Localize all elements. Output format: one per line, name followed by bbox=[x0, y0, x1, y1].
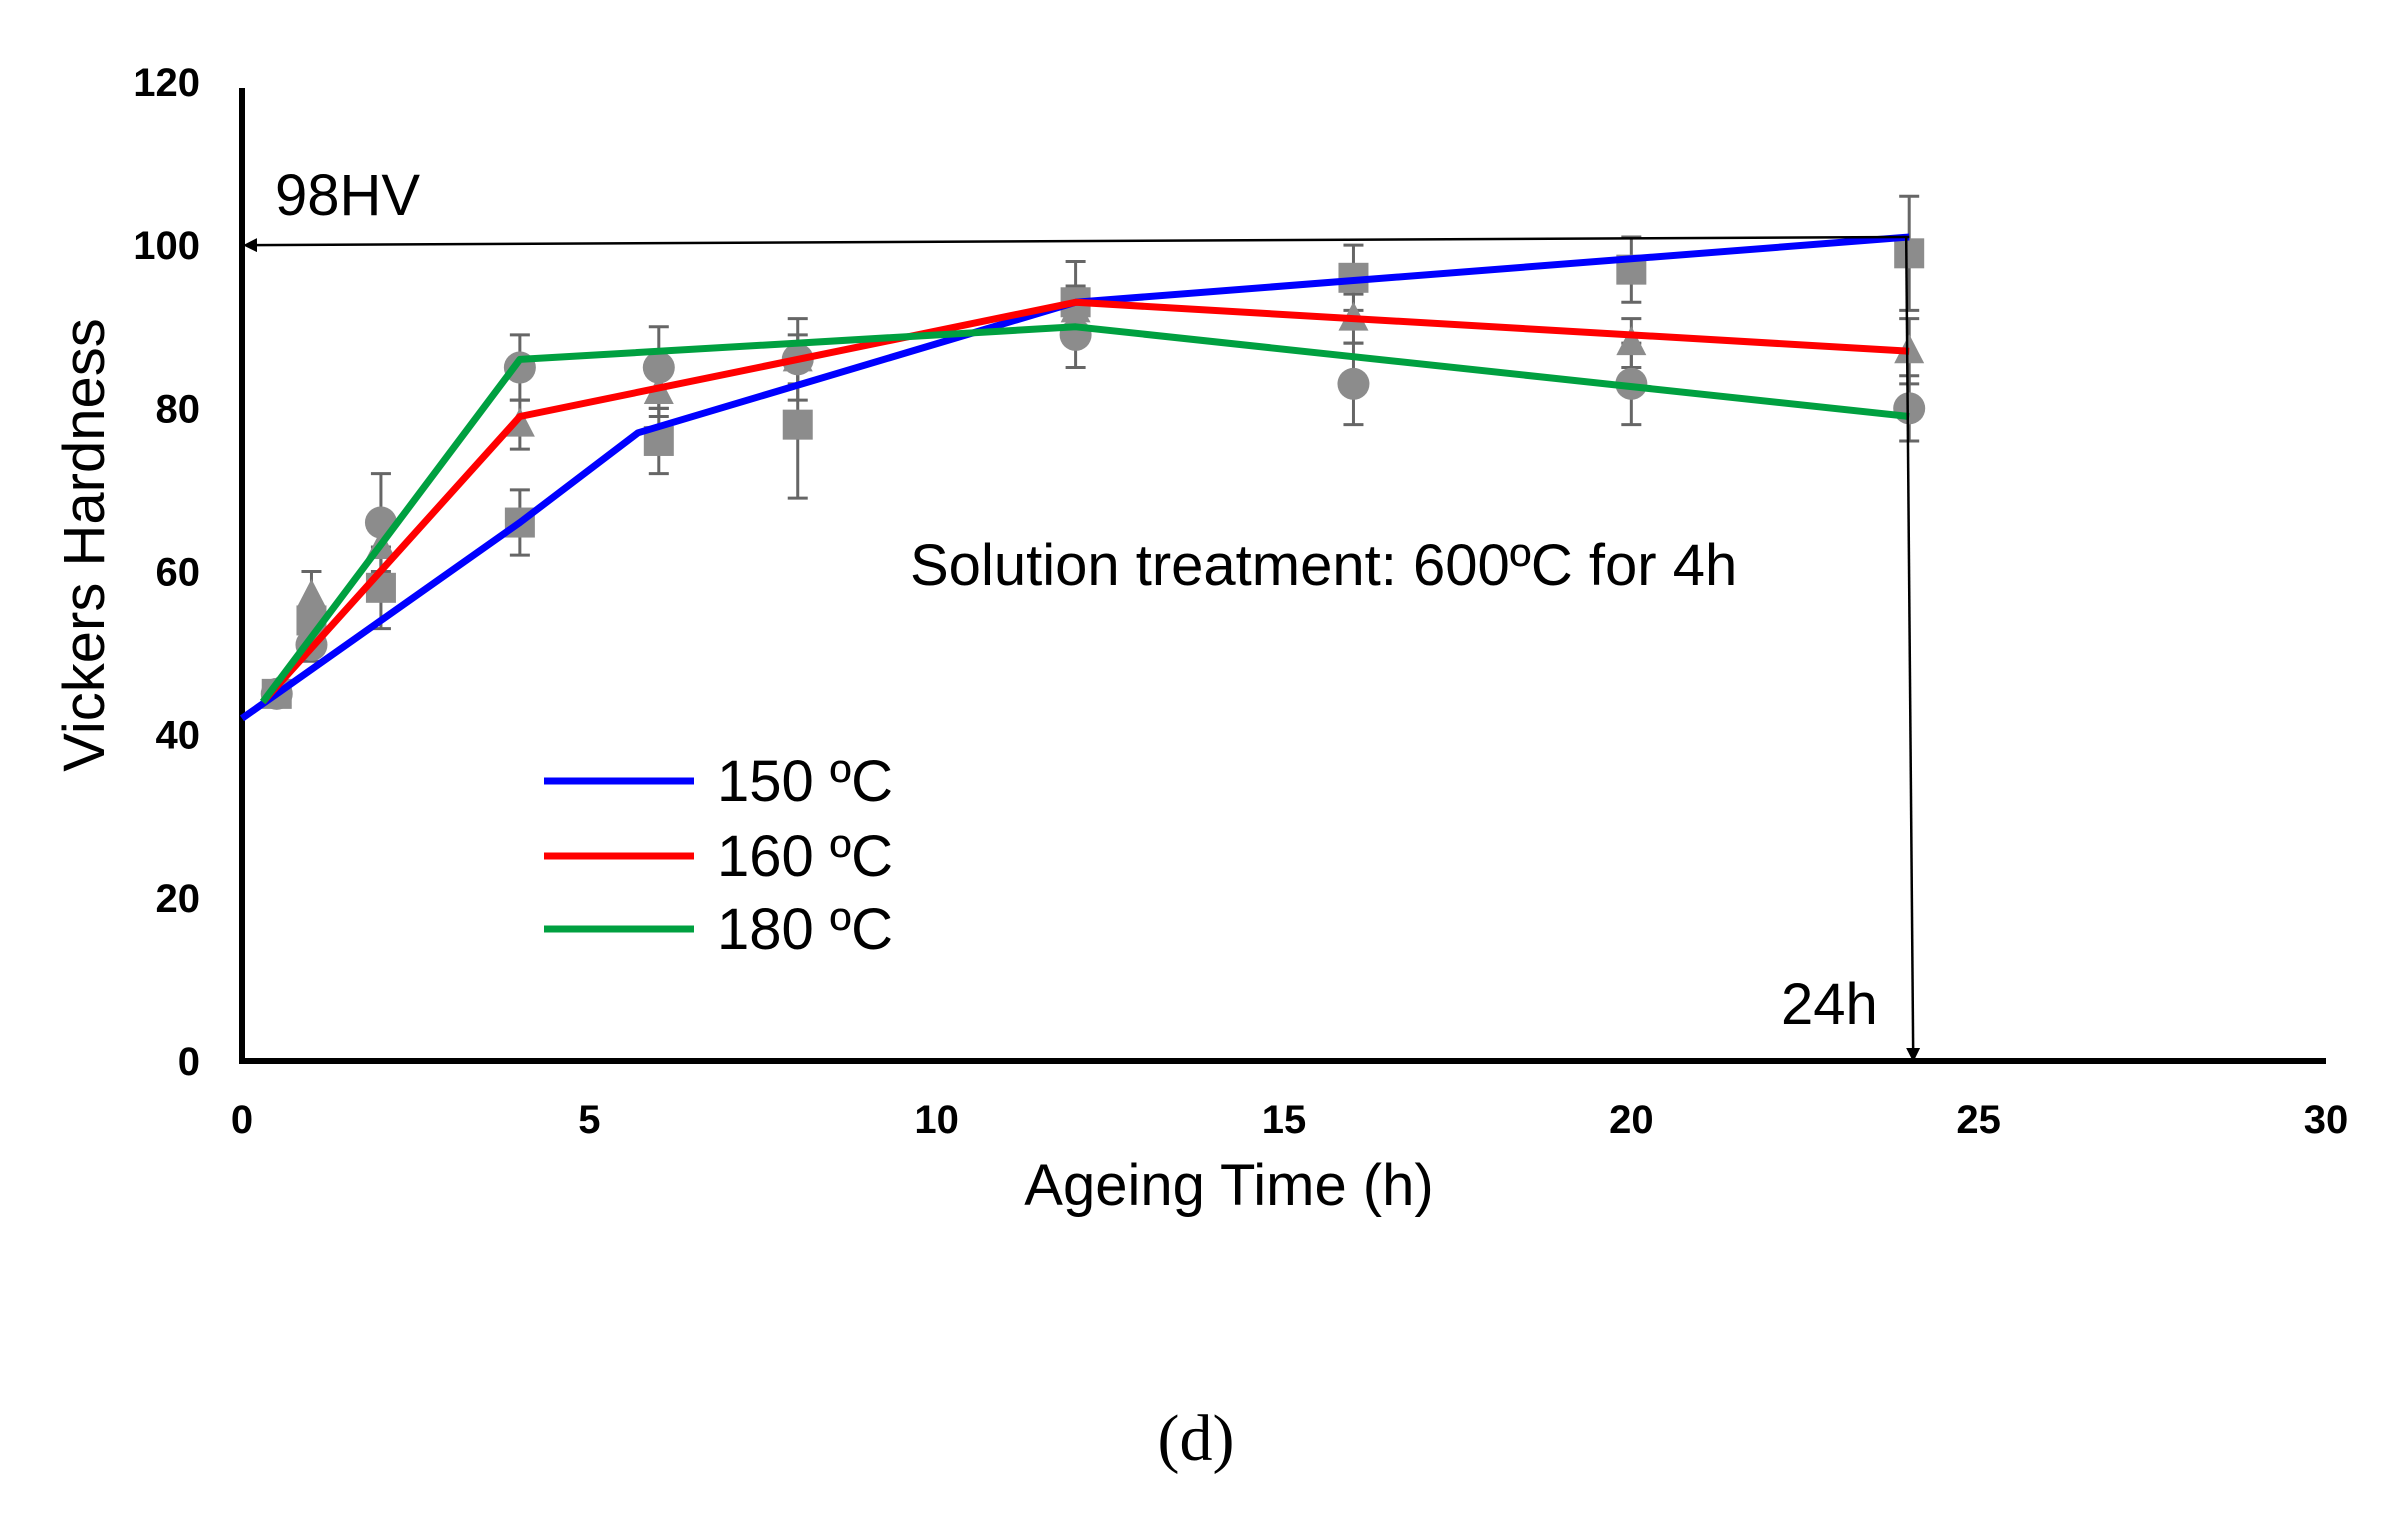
square-marker bbox=[782, 409, 813, 440]
x-tick-label: 10 bbox=[914, 1098, 959, 1142]
y-tick-label: 20 bbox=[156, 877, 201, 921]
y-tick-label: 0 bbox=[178, 1040, 200, 1084]
panel-label: (d) bbox=[1158, 1402, 1235, 1475]
y-tick-label: 80 bbox=[156, 387, 201, 431]
circle-marker bbox=[1893, 392, 1926, 425]
ref-line-label: 98HV bbox=[275, 163, 420, 228]
legend-label-150: 150 ºC bbox=[717, 749, 893, 814]
y-tick-label: 40 bbox=[156, 714, 201, 758]
legend-label-180: 180 ºC bbox=[717, 897, 893, 962]
ref-arrow-line bbox=[243, 235, 1910, 253]
y-tick-labels: 0 20 40 60 80 100 120 bbox=[133, 61, 200, 1084]
data-markers bbox=[260, 238, 1926, 710]
legend: 150 ºC 160 ºC 180 ºC bbox=[544, 749, 893, 962]
x-tick-label: 15 bbox=[1262, 1098, 1307, 1142]
square-marker bbox=[1894, 238, 1925, 269]
time-arrow-line bbox=[1904, 236, 1921, 1062]
legend-label-160: 160 ºC bbox=[717, 824, 893, 889]
triangle-marker bbox=[296, 578, 327, 608]
y-tick-label: 100 bbox=[133, 224, 200, 268]
x-tick-label: 30 bbox=[2304, 1098, 2349, 1142]
x-axis-title: Ageing Time (h) bbox=[1024, 1153, 1433, 1218]
error-bars bbox=[266, 194, 1920, 704]
x-tick-label: 0 bbox=[231, 1098, 253, 1142]
series-lines bbox=[239, 233, 1910, 722]
y-axis-title: Vickers Hardness bbox=[52, 318, 117, 771]
solution-treatment-note: Solution treatment: 600ºC for 4h bbox=[910, 533, 1737, 598]
y-tick-label: 120 bbox=[133, 61, 200, 105]
circle-marker bbox=[1337, 367, 1370, 400]
y-tick-label: 60 bbox=[156, 551, 201, 595]
triangle-marker bbox=[1060, 293, 1091, 323]
x-tick-label: 20 bbox=[1609, 1098, 1654, 1142]
x-tick-label: 5 bbox=[578, 1098, 600, 1142]
annotation-arrows bbox=[243, 235, 1921, 1062]
series-line-0 bbox=[239, 233, 1910, 722]
circle-marker bbox=[642, 351, 675, 384]
series-line-2 bbox=[260, 323, 1910, 705]
triangle-marker bbox=[1616, 326, 1647, 356]
series-line-1 bbox=[260, 298, 1910, 705]
x-tick-labels: 0 5 10 15 20 25 30 bbox=[231, 1098, 2348, 1142]
x-tick-label: 25 bbox=[1956, 1098, 2001, 1142]
time-marker-label: 24h bbox=[1781, 972, 1878, 1037]
